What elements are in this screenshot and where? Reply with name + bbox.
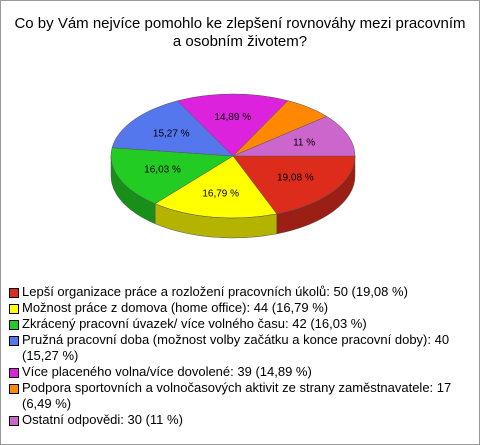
legend-swatch — [9, 368, 19, 378]
legend-item: Podpora sportovních a volnočasových akti… — [9, 380, 471, 412]
legend-swatch — [9, 320, 19, 330]
pie-area: 19,08 % 16,79 % 16,03 % 15,27 % 14,89 % 11 % — [110, 93, 356, 239]
slice — [176, 93, 289, 157]
slice-label: 15,27 % — [153, 128, 190, 139]
legend-label: Lepší organizace práce a rozložení praco… — [22, 284, 408, 299]
legend-swatch — [9, 384, 19, 394]
legend-swatch — [9, 416, 19, 426]
slice — [110, 147, 234, 204]
legend-label: Možnost práce z domova (home office): 44… — [22, 300, 329, 315]
legend-label: Podpora sportovních a volnočasových akti… — [22, 380, 452, 411]
legend-item: Lepší organizace práce a rozložení praco… — [9, 284, 471, 300]
legend-label: Pružná pracovní doba (možnost volby začá… — [22, 332, 450, 363]
legend-item: Více placeného volna/více dovolené: 39 (… — [9, 364, 471, 380]
legend-item: Zkrácený pracovní úvazek/ více volného č… — [9, 316, 471, 332]
legend-swatch — [9, 288, 19, 298]
slice — [154, 155, 278, 219]
slice — [232, 116, 356, 157]
slice-label: 16,79 % — [202, 189, 239, 200]
slice — [111, 100, 234, 157]
legend-swatch — [9, 336, 19, 346]
slice-label: 14,89 % — [214, 112, 251, 123]
slice-label: 11 % — [293, 138, 315, 149]
legend-label: Více placeného volna/více dovolené: 39 (… — [22, 364, 312, 379]
slice-label: 16,03 % — [144, 165, 181, 176]
slice-label: 19,08 % — [277, 172, 314, 183]
legend-label: Ostatní odpovědi: 30 (11 %) — [22, 412, 183, 427]
legend-label: Zkrácený pracovní úvazek/ více volného č… — [22, 316, 367, 331]
slice — [232, 155, 356, 215]
legend-item: Pružná pracovní doba (možnost volby začá… — [9, 332, 471, 364]
legend-item: Možnost práce z domova (home office): 44… — [9, 300, 471, 316]
legend: Lepší organizace práce a rozložení praco… — [9, 284, 471, 428]
chart-title: Co by Vám nejvíce pomohlo ke zlepšení ro… — [14, 15, 466, 50]
legend-swatch — [9, 304, 19, 314]
legend-item: Ostatní odpovědi: 30 (11 %) — [9, 412, 471, 428]
